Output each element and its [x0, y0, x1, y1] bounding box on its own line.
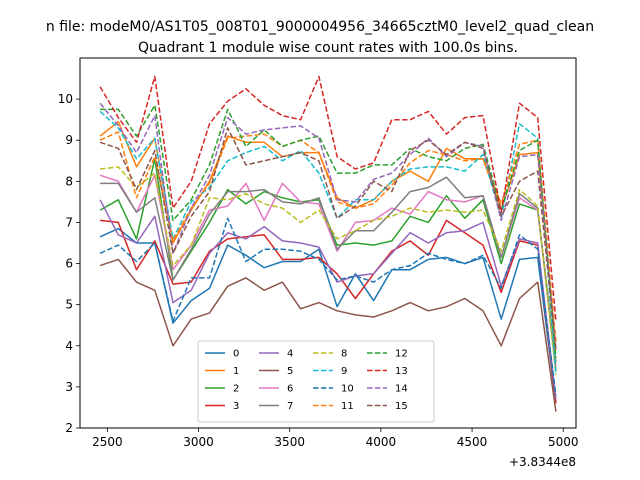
- series-line-10: [99, 217, 557, 396]
- series-line-0: [99, 227, 557, 404]
- y-tick-label: 3: [65, 380, 73, 394]
- legend-label: 2: [233, 384, 239, 395]
- series-line-14: [99, 102, 557, 350]
- legend-label: 3: [233, 401, 239, 412]
- x-tick-label: 4000: [366, 435, 397, 449]
- x-tick-label: 4500: [457, 435, 488, 449]
- series-line-15: [99, 127, 557, 350]
- series-line-13: [99, 75, 557, 322]
- y-axis-ticks: 2 3 4 5 6 7 8 9 10: [58, 92, 80, 435]
- y-tick-label: 2: [65, 421, 73, 435]
- legend-label: 5: [287, 366, 293, 377]
- x-axis-ticks: 2500 3000 3500 4000 4500 5000: [92, 428, 579, 449]
- legend-label: 6: [287, 384, 293, 395]
- plot-frame: [79, 57, 577, 429]
- chart-suptitle: n file: modeM0/AS1T05_008T01_9000004956_…: [46, 19, 594, 35]
- legend-label: 8: [341, 349, 347, 360]
- legend-label: 12: [395, 349, 408, 360]
- chart-title: Quadrant 1 module wise count rates with …: [138, 40, 518, 56]
- series-line-4: [99, 199, 557, 400]
- legend-label: 14: [395, 384, 408, 395]
- x-offset-label: +3.8344e8: [509, 455, 576, 469]
- legend-box: [197, 340, 435, 423]
- legend-label: 9: [341, 366, 347, 377]
- x-tick-label: 2500: [92, 435, 123, 449]
- legend-label: 4: [287, 349, 293, 360]
- y-tick-label: 5: [65, 298, 73, 312]
- legend-label: 0: [233, 349, 239, 360]
- series-line-12: [100, 104, 557, 359]
- y-tick-label: 8: [65, 174, 73, 188]
- plot-lines: [99, 75, 557, 412]
- series-line-11: [99, 131, 557, 342]
- y-tick-label: 4: [65, 339, 73, 353]
- legend-label: 15: [395, 401, 408, 412]
- legend-label: 1: [233, 366, 239, 377]
- y-tick-label: 9: [65, 133, 73, 147]
- legend-label: 11: [341, 401, 354, 412]
- legend-label: 10: [341, 384, 354, 395]
- x-tick-label: 5000: [548, 435, 579, 449]
- y-tick-label: 10: [58, 92, 73, 106]
- series-line-9: [99, 110, 557, 375]
- x-tick-label: 3000: [183, 435, 214, 449]
- y-tick-label: 7: [65, 215, 73, 229]
- series-line-5: [99, 258, 557, 412]
- x-tick-label: 3500: [274, 435, 305, 449]
- legend-label: 7: [287, 401, 293, 412]
- y-tick-label: 6: [65, 257, 73, 271]
- series-line-8: [100, 166, 557, 375]
- legend-label: 13: [395, 366, 408, 377]
